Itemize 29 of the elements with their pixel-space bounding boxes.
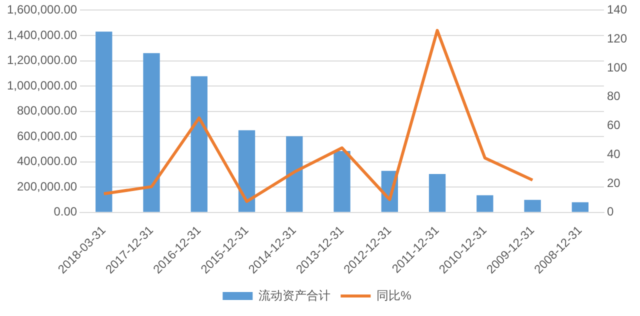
y2-tick-label: 40 bbox=[606, 146, 621, 161]
y2-tick-label: 120 bbox=[606, 31, 628, 46]
y-tick-label: 200,000.00 bbox=[17, 179, 78, 194]
y-tick-label: 1,000,000.00 bbox=[6, 78, 78, 92]
bar bbox=[96, 32, 112, 212]
y-tick-label: 600,000.00 bbox=[17, 128, 78, 143]
y2-tick-label: 140 bbox=[606, 2, 628, 17]
y-tick-label: 0.00 bbox=[54, 204, 78, 219]
y-tick-label: 1,200,000.00 bbox=[6, 53, 78, 68]
legend-label: 同比% bbox=[376, 288, 412, 302]
y2-tick-label: 80 bbox=[606, 89, 621, 104]
y2-tick-label: 100 bbox=[606, 60, 628, 74]
bar bbox=[286, 136, 303, 212]
bar bbox=[190, 76, 208, 212]
bar bbox=[524, 200, 541, 212]
legend-label: 流动资产合计 bbox=[258, 288, 331, 302]
y-tick-label: 400,000.00 bbox=[17, 154, 78, 168]
bar bbox=[143, 53, 160, 212]
bar bbox=[428, 174, 446, 212]
y2-tick-label: 0 bbox=[606, 204, 614, 219]
y-tick-label: 800,000.00 bbox=[17, 104, 78, 118]
y-tick-label: 1,600,000.00 bbox=[6, 2, 78, 17]
bar bbox=[476, 195, 494, 212]
y2-tick-label: 60 bbox=[606, 118, 621, 132]
y2-tick-label: 20 bbox=[606, 176, 621, 190]
bar bbox=[238, 130, 256, 212]
y-tick-label: 1,400,000.00 bbox=[6, 28, 78, 42]
bar bbox=[572, 202, 588, 212]
bar bbox=[334, 150, 350, 212]
